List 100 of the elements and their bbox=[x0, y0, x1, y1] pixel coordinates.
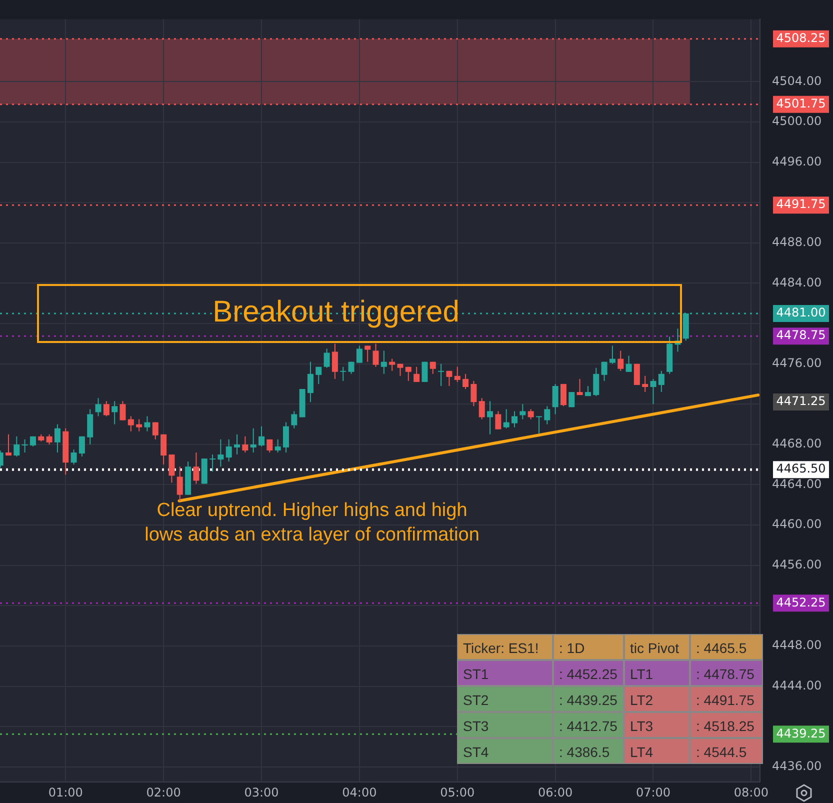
candlestick bbox=[128, 416, 134, 432]
candlestick bbox=[160, 434, 167, 466]
candlestick bbox=[544, 406, 550, 425]
annotation: tic Pivot bbox=[624, 634, 690, 660]
annotation: ST2 bbox=[457, 686, 553, 712]
candlestick bbox=[78, 436, 85, 458]
candlestick bbox=[234, 434, 240, 456]
annotation: LT2 bbox=[624, 686, 690, 712]
y-tick-label: 4484.00 bbox=[772, 275, 822, 290]
candlestick bbox=[218, 438, 224, 468]
y-tick-label: 4468.00 bbox=[772, 436, 822, 451]
x-tick-label: 07:00 bbox=[636, 785, 671, 800]
candlestick bbox=[397, 363, 404, 376]
candlestick bbox=[487, 400, 494, 435]
candlestick bbox=[176, 466, 183, 502]
candlestick bbox=[70, 448, 77, 466]
candlestick bbox=[356, 345, 362, 364]
candlestick bbox=[503, 408, 510, 429]
y-tick-label: 4500.00 bbox=[772, 114, 822, 128]
candlestick bbox=[536, 416, 542, 434]
candlestick bbox=[430, 361, 436, 374]
candlestick bbox=[658, 370, 664, 393]
candlestick bbox=[316, 366, 322, 384]
candlestick bbox=[46, 434, 52, 445]
x-tick-label: 05:00 bbox=[440, 785, 475, 800]
y-tick-label: 4476.00 bbox=[772, 356, 822, 370]
candlestick bbox=[626, 355, 632, 372]
annotation: ST1 bbox=[457, 660, 553, 686]
candlestick bbox=[291, 410, 298, 429]
annotation: : 4518.25 bbox=[690, 712, 763, 738]
y-tick-label: 4444.00 bbox=[772, 678, 822, 692]
candlestick bbox=[568, 392, 575, 408]
x-tick-label: 04:00 bbox=[342, 785, 377, 800]
annotation: : 4412.75 bbox=[553, 712, 624, 738]
candlestick bbox=[266, 438, 273, 453]
candlestick bbox=[462, 373, 469, 390]
candlestick bbox=[642, 375, 648, 393]
candlestick bbox=[560, 383, 566, 407]
candlestick bbox=[552, 383, 558, 415]
candlestick bbox=[274, 438, 281, 453]
ref-line-label: 4491.75 bbox=[776, 197, 826, 212]
candlestick bbox=[454, 366, 460, 382]
x-tick-label: 01:00 bbox=[48, 785, 83, 800]
candlestick bbox=[446, 370, 452, 386]
candlestick bbox=[54, 424, 60, 453]
candlestick bbox=[144, 416, 150, 432]
candlestick bbox=[210, 454, 216, 472]
candlestick bbox=[258, 426, 264, 447]
y-tick-label: 4456.00 bbox=[772, 557, 822, 572]
candlestick bbox=[87, 408, 94, 445]
annotation: ST4 bbox=[457, 738, 553, 764]
annotation: LT4 bbox=[624, 738, 690, 764]
candlestick bbox=[364, 345, 371, 362]
candlestick bbox=[609, 345, 616, 364]
y-tick-label: 4460.00 bbox=[772, 517, 822, 532]
ref-line-label: 4465.50 bbox=[776, 462, 826, 476]
candlestick bbox=[380, 350, 387, 374]
candlestick bbox=[438, 363, 444, 386]
annotation: : 4439.25 bbox=[553, 686, 624, 712]
annotation: LT3 bbox=[624, 712, 690, 738]
candlestick bbox=[103, 400, 110, 417]
candlestick bbox=[405, 366, 412, 382]
y-tick-label: 4448.00 bbox=[772, 638, 822, 652]
annotation: Breakout triggered bbox=[212, 295, 460, 328]
candlestick bbox=[650, 378, 656, 405]
candlestick bbox=[168, 454, 175, 484]
annotation: : 4465.5 bbox=[690, 634, 763, 660]
candlestick bbox=[112, 400, 118, 425]
annotation: : 4452.25 bbox=[553, 660, 624, 686]
annotation: Ticker: ES1! bbox=[457, 634, 553, 660]
y-tick-label: 4496.00 bbox=[772, 154, 822, 168]
candlestick bbox=[634, 363, 640, 386]
candlestick bbox=[5, 434, 12, 456]
annotation: : 4544.5 bbox=[690, 738, 763, 764]
text: 4471.25 bbox=[776, 394, 826, 408]
ref-line-label: 4481.00 bbox=[776, 306, 826, 320]
annotation: : 4478.75 bbox=[690, 660, 763, 686]
candlestick bbox=[120, 400, 126, 421]
candlestick bbox=[576, 378, 583, 396]
candlestick bbox=[528, 408, 534, 420]
candlestick bbox=[470, 380, 477, 407]
candlestick bbox=[593, 367, 600, 397]
annotation: LT1 bbox=[624, 660, 690, 686]
candlestick bbox=[242, 436, 248, 453]
ref-line-label: 4508.25 bbox=[776, 30, 826, 45]
candlestick bbox=[307, 361, 314, 403]
candlestick bbox=[14, 436, 20, 458]
x-tick-label: 02:00 bbox=[146, 785, 181, 800]
y-tick-label: 4436.00 bbox=[772, 759, 822, 774]
candlestick bbox=[250, 428, 256, 453]
candlestick bbox=[332, 343, 338, 380]
candlestick bbox=[389, 358, 396, 372]
candlestick bbox=[601, 361, 608, 382]
ref-line-label: 4478.75 bbox=[776, 328, 826, 342]
x-tick-label: 08:00 bbox=[734, 785, 768, 800]
candlestick bbox=[520, 404, 526, 420]
candlestick bbox=[478, 398, 485, 420]
candlestick bbox=[340, 366, 346, 382]
ref-line-label: 4452.25 bbox=[776, 595, 826, 610]
x-tick-label: 06:00 bbox=[538, 785, 573, 800]
